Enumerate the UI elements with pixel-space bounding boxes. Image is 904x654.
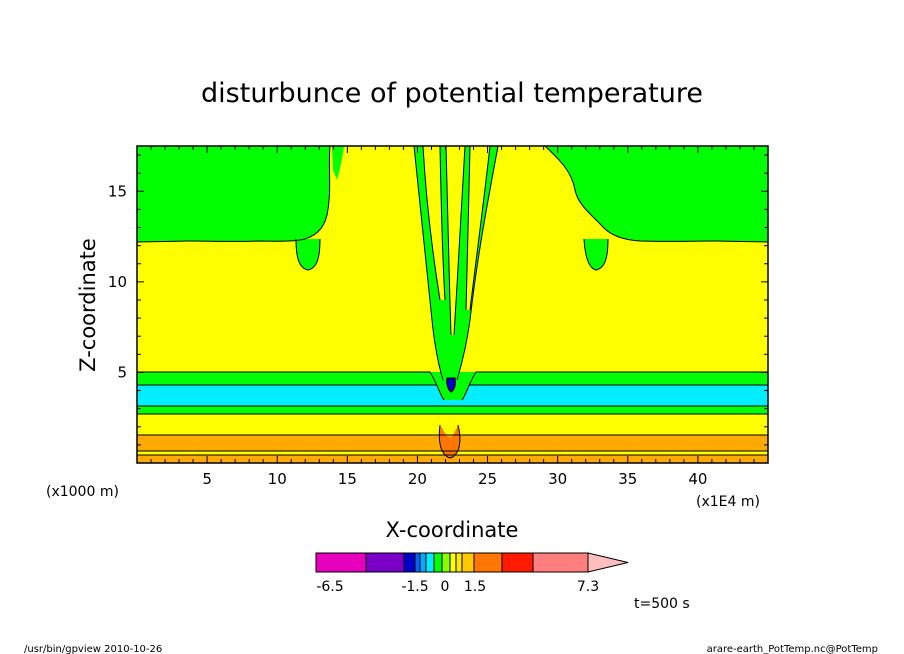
colorbar-tick-label: 0 — [441, 579, 450, 595]
contour-line-plume-inner-e — [465, 145, 471, 311]
field-left-dip — [296, 239, 320, 270]
contour-line-center-dark — [446, 377, 456, 393]
field-right-dip — [584, 239, 608, 270]
x-tick-label: 10 — [268, 470, 287, 488]
colorbar-bin — [433, 552, 443, 573]
contour-line-center-orange — [438, 424, 461, 459]
field-band-orange-bottom — [137, 455, 768, 463]
x-tick-label: 15 — [338, 470, 357, 488]
contour-line-upper-left — [136, 145, 331, 243]
colorbar-bin — [455, 552, 463, 573]
contour-line-left-dip — [295, 238, 321, 271]
footer-right: arare-earth_PotTemp.nc@PotTemp — [707, 644, 878, 654]
colorbar-tick-label: -6.5 — [316, 579, 343, 595]
colorbar-bin — [419, 552, 427, 573]
y-axis-label: Z-coordinate — [76, 238, 100, 372]
x-tick-label: 25 — [478, 470, 497, 488]
colorbar-bin — [473, 552, 503, 573]
contour-line-plume-inner-c — [445, 145, 452, 336]
colorbar-bin — [403, 552, 416, 573]
x-tick-label: 35 — [618, 470, 637, 488]
colorbar-bin — [532, 552, 589, 573]
contour-line-plume-right — [456, 145, 499, 381]
colorbar-bin — [501, 552, 534, 573]
chart-title: disturbunce of potential temperature — [201, 78, 703, 109]
field-plume-inner-right — [466, 146, 490, 310]
field-plume-inner-center — [446, 146, 465, 335]
contour-line-right-dip — [583, 238, 609, 271]
colorbar-tick-label: -1.5 — [401, 579, 428, 595]
field-center-orange — [439, 425, 460, 458]
colorbar: -6.5 -1.5 0 1.5 7.3 — [315, 552, 629, 595]
colorbar-tick-label: 1.5 — [464, 579, 486, 595]
colorbar-bin — [441, 552, 451, 573]
plot-area — [137, 146, 768, 463]
colorbar-bin — [425, 552, 435, 573]
colorbar-tick-label: 7.3 — [577, 579, 599, 595]
x-axis-label: X-coordinate — [386, 518, 519, 542]
colorbar-bin — [315, 552, 367, 573]
contour-line-plume-inner-d — [453, 145, 466, 336]
contour-line-plume-inner-a — [422, 145, 441, 301]
y-tick-label: 10 — [108, 273, 127, 291]
x-tick-label: 5 — [202, 470, 212, 488]
x-tick-label: 20 — [408, 470, 427, 488]
contour-line-band-1 — [137, 371, 768, 401]
contour-line-upper-right — [544, 145, 769, 243]
colorbar-bin — [365, 552, 405, 573]
colorbar-bin — [414, 552, 421, 573]
contour-line-plume-inner-b — [439, 145, 446, 301]
colorbar-bin — [461, 552, 475, 573]
contour-line-plume-inner-f — [469, 145, 491, 311]
x-tick-label: 40 — [688, 470, 707, 488]
field-upper-right-green — [545, 146, 768, 242]
x-axis-unit: (x1E4 m) — [696, 494, 760, 510]
y-tick-label: 5 — [117, 363, 127, 381]
contour-line-plume-left — [413, 145, 444, 381]
time-label: t=500 s — [634, 596, 690, 612]
field-band-green-lower — [137, 406, 768, 414]
field-left-bump — [332, 146, 344, 180]
x-tick-label: 30 — [548, 470, 567, 488]
contour-lines — [136, 145, 769, 459]
footer-left: /usr/bin/gpview 2010-10-26 — [24, 644, 162, 654]
field-center-dark — [446, 378, 456, 392]
y-tick-label: 15 — [108, 182, 127, 200]
y-axis-unit: (x1000 m) — [46, 484, 119, 500]
colorbar-arrow — [587, 552, 629, 573]
field-band-yellow-lower — [137, 414, 768, 435]
plot-frame — [136, 145, 769, 464]
field-upper-left-green — [137, 146, 330, 242]
colorbar-bin — [449, 552, 457, 573]
axes: 5 10 15 20 25 30 35 40 5 10 15 — [108, 146, 769, 488]
field-plume-inner-left — [423, 146, 445, 300]
